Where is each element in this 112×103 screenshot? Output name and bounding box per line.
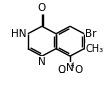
Text: O: O bbox=[58, 65, 66, 75]
Text: N: N bbox=[38, 57, 46, 67]
Text: CH₃: CH₃ bbox=[85, 44, 104, 54]
Text: Br: Br bbox=[85, 29, 97, 39]
Text: O: O bbox=[74, 65, 83, 75]
Text: N: N bbox=[66, 63, 74, 73]
Text: O: O bbox=[38, 3, 46, 13]
Text: −: − bbox=[58, 68, 65, 77]
Text: HN: HN bbox=[11, 29, 27, 39]
Text: +: + bbox=[69, 61, 76, 70]
